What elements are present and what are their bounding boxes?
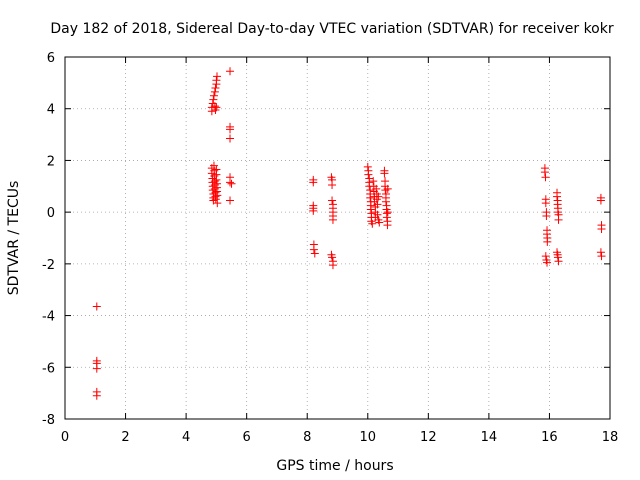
x-tick-label: 2: [121, 430, 129, 445]
x-tick-label: 12: [420, 430, 437, 445]
y-tick-label: -2: [42, 258, 55, 273]
data-point-marker: [226, 196, 235, 205]
data-point-marker: [210, 171, 219, 180]
data-point-marker: [383, 184, 392, 193]
data-point-marker: [363, 162, 372, 171]
data-point-marker: [328, 180, 337, 189]
data-point-marker: [92, 364, 101, 373]
data-point-marker: [211, 195, 220, 204]
data-point-marker: [226, 125, 235, 134]
data-point-marker: [375, 218, 384, 227]
data-point-marker: [209, 91, 218, 100]
plot-frame: [64, 56, 611, 420]
data-point-marker: [554, 215, 563, 224]
data-point-marker: [540, 168, 549, 177]
y-tick-label: -8: [42, 413, 55, 428]
data-point-marker: [369, 177, 378, 186]
x-tick-label: 14: [481, 430, 498, 445]
x-tick-label: 10: [360, 430, 377, 445]
data-point-marker: [226, 178, 235, 187]
axis-ticks: [64, 56, 611, 420]
x-tick-label: 8: [303, 430, 311, 445]
data-point-marker: [596, 248, 605, 257]
data-point-marker: [211, 84, 220, 93]
data-point-marker: [383, 208, 392, 217]
data-point-marker: [212, 175, 221, 184]
data-point-marker: [328, 261, 337, 270]
data-point-marker: [383, 221, 392, 230]
y-tick-label: -6: [42, 361, 55, 376]
data-point-marker: [213, 199, 222, 208]
y-tick-label: 6: [47, 51, 55, 66]
data-point-marker: [381, 197, 390, 206]
data-point-marker: [212, 76, 221, 85]
data-point-marker: [210, 87, 219, 96]
data-point-marker: [328, 196, 337, 205]
y-tick-label: 4: [47, 103, 55, 118]
data-point-marker: [366, 205, 375, 214]
data-point-marker: [368, 219, 377, 228]
x-tick-labels: 0 2 4 6 8 10 12 14 16 18: [61, 430, 618, 445]
data-point-marker: [541, 199, 550, 208]
data-point-marker: [541, 252, 550, 261]
data-point-marker: [309, 178, 318, 187]
data-point-marker: [553, 192, 562, 201]
x-tick-label: 18: [602, 430, 619, 445]
data-point-marker: [382, 213, 391, 222]
data-point-marker: [92, 391, 101, 400]
data-point-marker: [597, 224, 606, 233]
data-point-marker: [597, 252, 606, 261]
data-point-marker: [380, 169, 389, 178]
chart-title: Day 182 of 2018, Sidereal Day-to-day VTE…: [50, 21, 613, 37]
data-point-marker: [543, 258, 552, 267]
data-point-marker: [373, 210, 382, 219]
data-point-marker: [328, 253, 337, 262]
data-point-marker: [309, 206, 318, 215]
y-tick-label: 0: [47, 206, 55, 221]
data-point-marker: [212, 72, 221, 81]
y-tick-label: -4: [42, 310, 55, 325]
x-tick-label: 4: [182, 430, 190, 445]
data-point-marker: [226, 134, 235, 143]
y-axis-label: SDTVAR / TECUs: [6, 181, 22, 296]
data-point-marker: [543, 237, 552, 246]
x-axis-label: GPS time / hours: [276, 458, 393, 474]
data-point-marker: [226, 67, 235, 76]
data-point-marker: [596, 196, 605, 205]
data-point-marker: [374, 192, 383, 201]
data-point-marker: [372, 184, 381, 193]
data-point-marker: [210, 102, 219, 111]
data-point-marker: [328, 215, 337, 224]
x-tick-label: 0: [61, 430, 69, 445]
data-point-marker: [227, 179, 236, 188]
data-point-marker: [542, 212, 551, 221]
data-point-marker: [209, 95, 218, 104]
data-point-marker: [310, 249, 319, 258]
data-point-marker: [541, 173, 550, 182]
data-point-marker: [553, 253, 562, 262]
x-tick-label: 6: [243, 430, 251, 445]
data-point-marker: [212, 103, 221, 112]
y-tick-labels: -8 -6 -4 -2 0 2 4 6: [42, 51, 55, 428]
data-point-marker: [366, 193, 375, 202]
data-points: [92, 67, 606, 400]
x-tick-label: 16: [541, 430, 558, 445]
data-point-marker: [373, 200, 382, 209]
data-point-marker: [554, 257, 563, 266]
data-point-marker: [364, 170, 373, 179]
data-point-marker: [213, 191, 222, 200]
y-tick-label: 2: [47, 154, 55, 169]
data-point-marker: [309, 245, 318, 254]
data-point-marker: [92, 302, 101, 311]
